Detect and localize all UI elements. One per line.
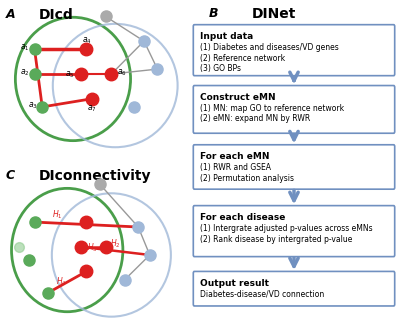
Text: Input data: Input data [200, 32, 253, 41]
Text: (3) GO BPs: (3) GO BPs [200, 64, 241, 73]
Text: A: A [6, 8, 15, 21]
Text: Output result: Output result [200, 279, 269, 288]
Text: (2) Permutation analysis: (2) Permutation analysis [200, 174, 294, 183]
Text: (2) eMN: expand MN by RWR: (2) eMN: expand MN by RWR [200, 114, 310, 123]
Text: $a_7$: $a_7$ [87, 103, 97, 114]
FancyBboxPatch shape [193, 206, 395, 257]
Text: (2) Reference network: (2) Reference network [200, 54, 285, 63]
Text: $a_5$: $a_5$ [65, 70, 75, 80]
Text: DIconnectivity: DIconnectivity [38, 169, 151, 184]
Text: C: C [6, 169, 15, 183]
Text: (1) Diabetes and diseases/VD genes: (1) Diabetes and diseases/VD genes [200, 43, 338, 52]
Text: $H_4$: $H_4$ [56, 276, 67, 288]
Text: (1) MN: map GO to reference network: (1) MN: map GO to reference network [200, 104, 344, 113]
FancyBboxPatch shape [193, 145, 395, 189]
Text: $a_3$: $a_3$ [28, 100, 38, 111]
Text: $H_3$: $H_3$ [87, 242, 98, 254]
Text: For each disease: For each disease [200, 213, 285, 222]
FancyBboxPatch shape [193, 271, 395, 306]
Text: $a_4$: $a_4$ [82, 35, 91, 45]
Text: (1) RWR and GSEA: (1) RWR and GSEA [200, 163, 271, 172]
Text: (2) Rank disease by intergrated p-value: (2) Rank disease by intergrated p-value [200, 235, 352, 243]
Text: B: B [209, 7, 219, 20]
Text: $H_2$: $H_2$ [110, 238, 120, 250]
Text: $a_2$: $a_2$ [20, 67, 30, 78]
Text: Construct eMN: Construct eMN [200, 93, 275, 102]
Text: $H_1$: $H_1$ [52, 208, 63, 221]
Text: DIcd: DIcd [38, 8, 73, 22]
Text: $a_6$: $a_6$ [117, 67, 127, 78]
Text: $a_1$: $a_1$ [20, 42, 30, 53]
Text: For each eMN: For each eMN [200, 152, 269, 161]
Text: Diabetes-disease/VD connection: Diabetes-disease/VD connection [200, 290, 324, 298]
Text: (1) Intergrate adjusted p-values across eMNs: (1) Intergrate adjusted p-values across … [200, 224, 372, 233]
FancyBboxPatch shape [193, 86, 395, 133]
FancyBboxPatch shape [193, 25, 395, 76]
Text: DINet: DINet [252, 7, 296, 21]
